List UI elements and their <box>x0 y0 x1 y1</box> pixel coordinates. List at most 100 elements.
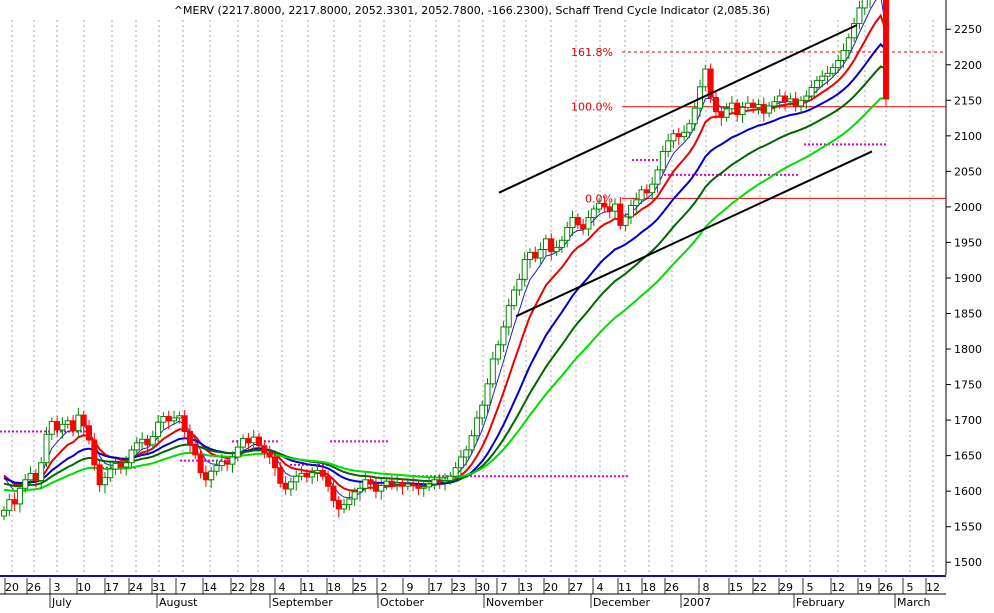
candle-body <box>574 217 581 226</box>
candle-body <box>856 7 863 25</box>
candle-body <box>139 438 146 444</box>
x-tick-label: 7 <box>501 581 508 594</box>
candle-body <box>309 472 316 478</box>
candle-body <box>553 246 560 253</box>
candle-body <box>633 199 640 206</box>
candle-body <box>80 414 87 427</box>
upper-trendline <box>498 24 858 194</box>
x-tick-label: 18 <box>642 581 656 594</box>
month-label: November <box>486 596 544 608</box>
candle-body <box>234 446 241 458</box>
candle-body <box>479 404 486 419</box>
candle-body <box>388 480 395 485</box>
y-tick-label: 1900 <box>954 272 982 285</box>
candle-body <box>415 484 422 489</box>
candle-body <box>585 217 592 230</box>
candle-body <box>277 467 284 484</box>
candle-body <box>128 449 135 464</box>
x-tick-label: 17 <box>105 581 119 594</box>
candle-body <box>250 436 257 444</box>
candle-body <box>176 415 183 419</box>
candle-body <box>356 487 363 493</box>
candle-body <box>101 477 108 486</box>
y-tick-label: 1700 <box>954 414 982 427</box>
candle-body <box>261 445 268 454</box>
candle-body <box>218 460 225 467</box>
candle-body <box>224 460 231 465</box>
candle-body <box>532 251 539 259</box>
candle-body <box>181 415 188 432</box>
x-tick-label: 15 <box>729 581 743 594</box>
x-tick-label: 10 <box>77 581 91 594</box>
candle-body <box>500 326 507 346</box>
candle-body <box>675 133 682 138</box>
candle-body <box>457 456 464 469</box>
x-tick-label: 27 <box>569 581 583 594</box>
month-label: August <box>159 596 198 608</box>
candle-body <box>840 50 847 62</box>
x-tick-label: 9 <box>407 581 414 594</box>
candle-body <box>160 416 167 423</box>
candle-body <box>654 169 661 185</box>
x-tick-label: 11 <box>301 581 315 594</box>
candle-body <box>473 417 480 437</box>
candle-body <box>372 483 379 492</box>
candle-body <box>293 475 300 483</box>
candle-body <box>383 480 390 486</box>
y-tick-label: 2200 <box>954 59 982 72</box>
candle-body <box>489 358 496 385</box>
candle-body <box>59 423 66 431</box>
candle-body <box>803 95 810 101</box>
candle-body <box>548 238 555 253</box>
month-label: March <box>897 596 931 608</box>
candle-body <box>149 435 156 446</box>
chart-title: ^MERV (2217.8000, 2217.8000, 2052.3301, … <box>174 4 770 17</box>
y-tick-label: 1800 <box>954 343 982 356</box>
trendline-layer <box>498 24 873 318</box>
candle-body <box>86 425 93 441</box>
candle-body <box>96 464 103 486</box>
candle-body <box>452 467 459 477</box>
candle-body <box>378 484 385 492</box>
candle-body <box>123 462 130 468</box>
candle-body <box>75 414 82 432</box>
candle-body <box>728 102 735 110</box>
moving-average-line <box>3 0 887 499</box>
candle-body <box>771 101 778 107</box>
fib-layer: 161.8%100.0%0.0% <box>571 46 946 205</box>
x-tick-label: 12 <box>926 581 940 594</box>
candle-body <box>298 472 305 477</box>
candle-body <box>521 258 528 280</box>
candle-body <box>192 443 199 456</box>
candle-body <box>208 470 215 481</box>
candle-body <box>197 454 204 474</box>
candle-body <box>165 416 172 422</box>
candle-body <box>681 131 688 138</box>
candle-body <box>734 102 741 116</box>
x-tick-label: 23 <box>452 581 466 594</box>
x-tick-label: 28 <box>251 581 265 594</box>
candle-body <box>48 421 55 435</box>
candle-body <box>346 498 353 506</box>
candle-body <box>256 436 263 447</box>
candle-body <box>851 23 858 39</box>
support-layer <box>0 143 886 478</box>
candle-body <box>787 98 794 103</box>
candle-body <box>835 60 842 69</box>
candle-body <box>107 468 114 479</box>
candle-layer <box>1 0 889 521</box>
candle-body <box>516 278 523 291</box>
candle-body <box>861 0 868 9</box>
x-tick-label: 8 <box>703 581 710 594</box>
candle-body <box>813 79 820 89</box>
x-tick-label: 11 <box>618 581 632 594</box>
candle-body <box>431 479 438 485</box>
y-tick-label: 1950 <box>954 236 982 249</box>
x-tick-label: 30 <box>476 581 490 594</box>
candle-body <box>606 206 613 212</box>
candle-body <box>760 104 767 114</box>
candle-body <box>43 433 50 464</box>
candle-body <box>755 104 762 108</box>
candle-body <box>744 102 751 108</box>
